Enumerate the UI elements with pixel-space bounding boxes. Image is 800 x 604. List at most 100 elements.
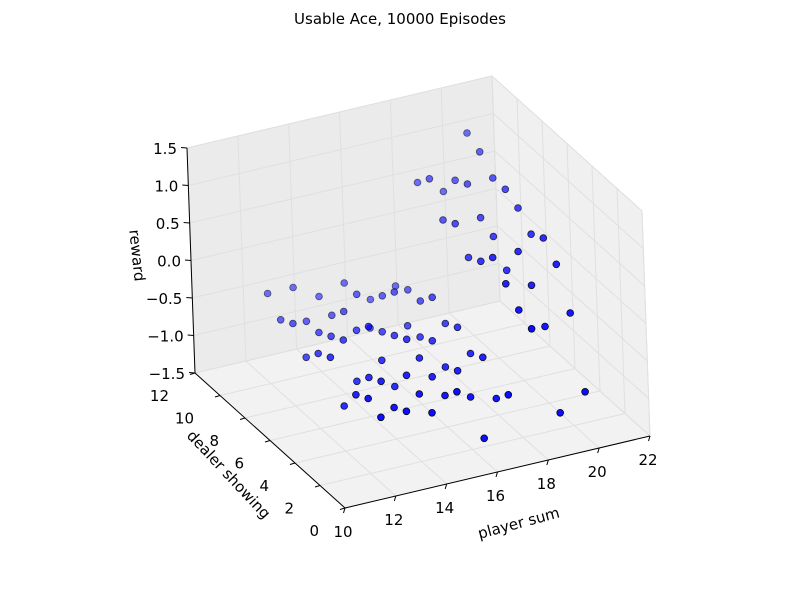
data-point xyxy=(441,319,450,328)
x-tick-label: 10 xyxy=(333,523,352,541)
data-point xyxy=(390,403,398,412)
data-point xyxy=(377,356,386,365)
y-tick-label: 0 xyxy=(309,522,319,540)
data-point xyxy=(451,176,459,185)
data-point xyxy=(489,232,498,241)
data-point xyxy=(302,317,311,326)
z-tick-label: −0.5 xyxy=(146,290,182,308)
data-point xyxy=(463,180,472,188)
data-point xyxy=(352,326,361,335)
y-tick xyxy=(239,417,246,420)
data-point xyxy=(390,288,399,296)
gridline-z-side xyxy=(492,113,644,249)
gridline-z-side xyxy=(498,263,650,399)
data-point xyxy=(302,353,311,362)
data-point xyxy=(339,307,348,316)
data-point xyxy=(289,319,297,328)
data-point xyxy=(428,336,437,345)
data-point xyxy=(504,390,513,399)
x-tick-label: 20 xyxy=(588,463,607,481)
data-point xyxy=(476,257,485,266)
gridline-y-floor xyxy=(269,368,576,441)
data-point xyxy=(364,322,373,331)
data-point xyxy=(390,382,399,391)
data-point xyxy=(478,353,487,362)
data-point xyxy=(466,349,475,358)
y-axis-label: dealer showing xyxy=(183,427,274,523)
y-tick xyxy=(214,395,221,398)
x-tick xyxy=(546,459,549,466)
data-point xyxy=(415,354,424,362)
z-tick xyxy=(183,222,190,224)
data-point xyxy=(403,285,412,294)
gridline-z-back xyxy=(192,225,498,299)
z-tick-label: 0.5 xyxy=(156,215,180,233)
data-point xyxy=(315,292,323,301)
x-tick-label: 14 xyxy=(435,499,454,517)
gridline-y-floor xyxy=(294,390,601,464)
z-tick xyxy=(187,334,194,336)
data-point xyxy=(377,377,385,386)
data-point xyxy=(402,335,411,344)
gridline-z-side xyxy=(494,150,646,287)
data-point xyxy=(466,393,475,401)
x-tick-label: 16 xyxy=(486,487,505,505)
z-tick xyxy=(186,297,193,299)
gridline-z-back xyxy=(190,188,497,261)
y-tick-label: 4 xyxy=(259,477,269,495)
data-point xyxy=(428,293,437,302)
data-point xyxy=(327,332,335,341)
y-tick xyxy=(264,440,271,443)
data-point xyxy=(364,394,373,403)
x-tick xyxy=(597,447,600,454)
y-tick-label: 2 xyxy=(284,500,294,518)
data-points xyxy=(263,129,589,443)
z-tick xyxy=(182,184,189,186)
data-point xyxy=(453,387,461,396)
y-tick-label: 12 xyxy=(150,387,169,405)
gridline-z-side xyxy=(495,188,647,324)
data-point xyxy=(403,321,412,330)
data-point xyxy=(315,328,323,337)
data-point xyxy=(501,185,510,194)
data-point xyxy=(439,216,447,224)
x-tick xyxy=(343,507,346,514)
gridline-z-side xyxy=(499,300,651,437)
data-point xyxy=(415,390,424,398)
axis-panes xyxy=(186,75,651,509)
z-tick-label: 1.5 xyxy=(153,140,177,158)
y-tick xyxy=(314,485,321,488)
data-point xyxy=(263,289,272,298)
data-point xyxy=(340,279,349,287)
data-point xyxy=(451,219,460,228)
x-tick xyxy=(393,495,397,502)
data-point xyxy=(492,394,501,403)
data-point xyxy=(480,434,489,443)
data-point xyxy=(327,311,336,320)
gridline-z-back xyxy=(193,263,499,336)
data-point xyxy=(289,283,297,292)
chart-title: Usable Ace, 10000 Episodes xyxy=(294,10,506,28)
data-point xyxy=(539,234,548,242)
gridline-z-back xyxy=(188,113,494,186)
data-point xyxy=(352,290,361,299)
gridlines xyxy=(186,75,651,509)
data-point xyxy=(378,327,387,336)
data-point xyxy=(416,297,425,305)
x-tick xyxy=(648,435,651,442)
gridline-z-back xyxy=(194,300,501,374)
x-tick-label: 18 xyxy=(537,475,556,493)
data-point xyxy=(527,281,536,290)
data-point xyxy=(501,279,510,288)
data-point xyxy=(441,391,449,400)
data-point xyxy=(514,247,522,256)
gridline-z-back xyxy=(189,150,495,224)
data-point xyxy=(340,402,349,410)
data-point xyxy=(488,253,497,262)
data-point xyxy=(441,363,450,371)
gridline-y-floor xyxy=(319,413,626,486)
data-point xyxy=(365,373,373,382)
